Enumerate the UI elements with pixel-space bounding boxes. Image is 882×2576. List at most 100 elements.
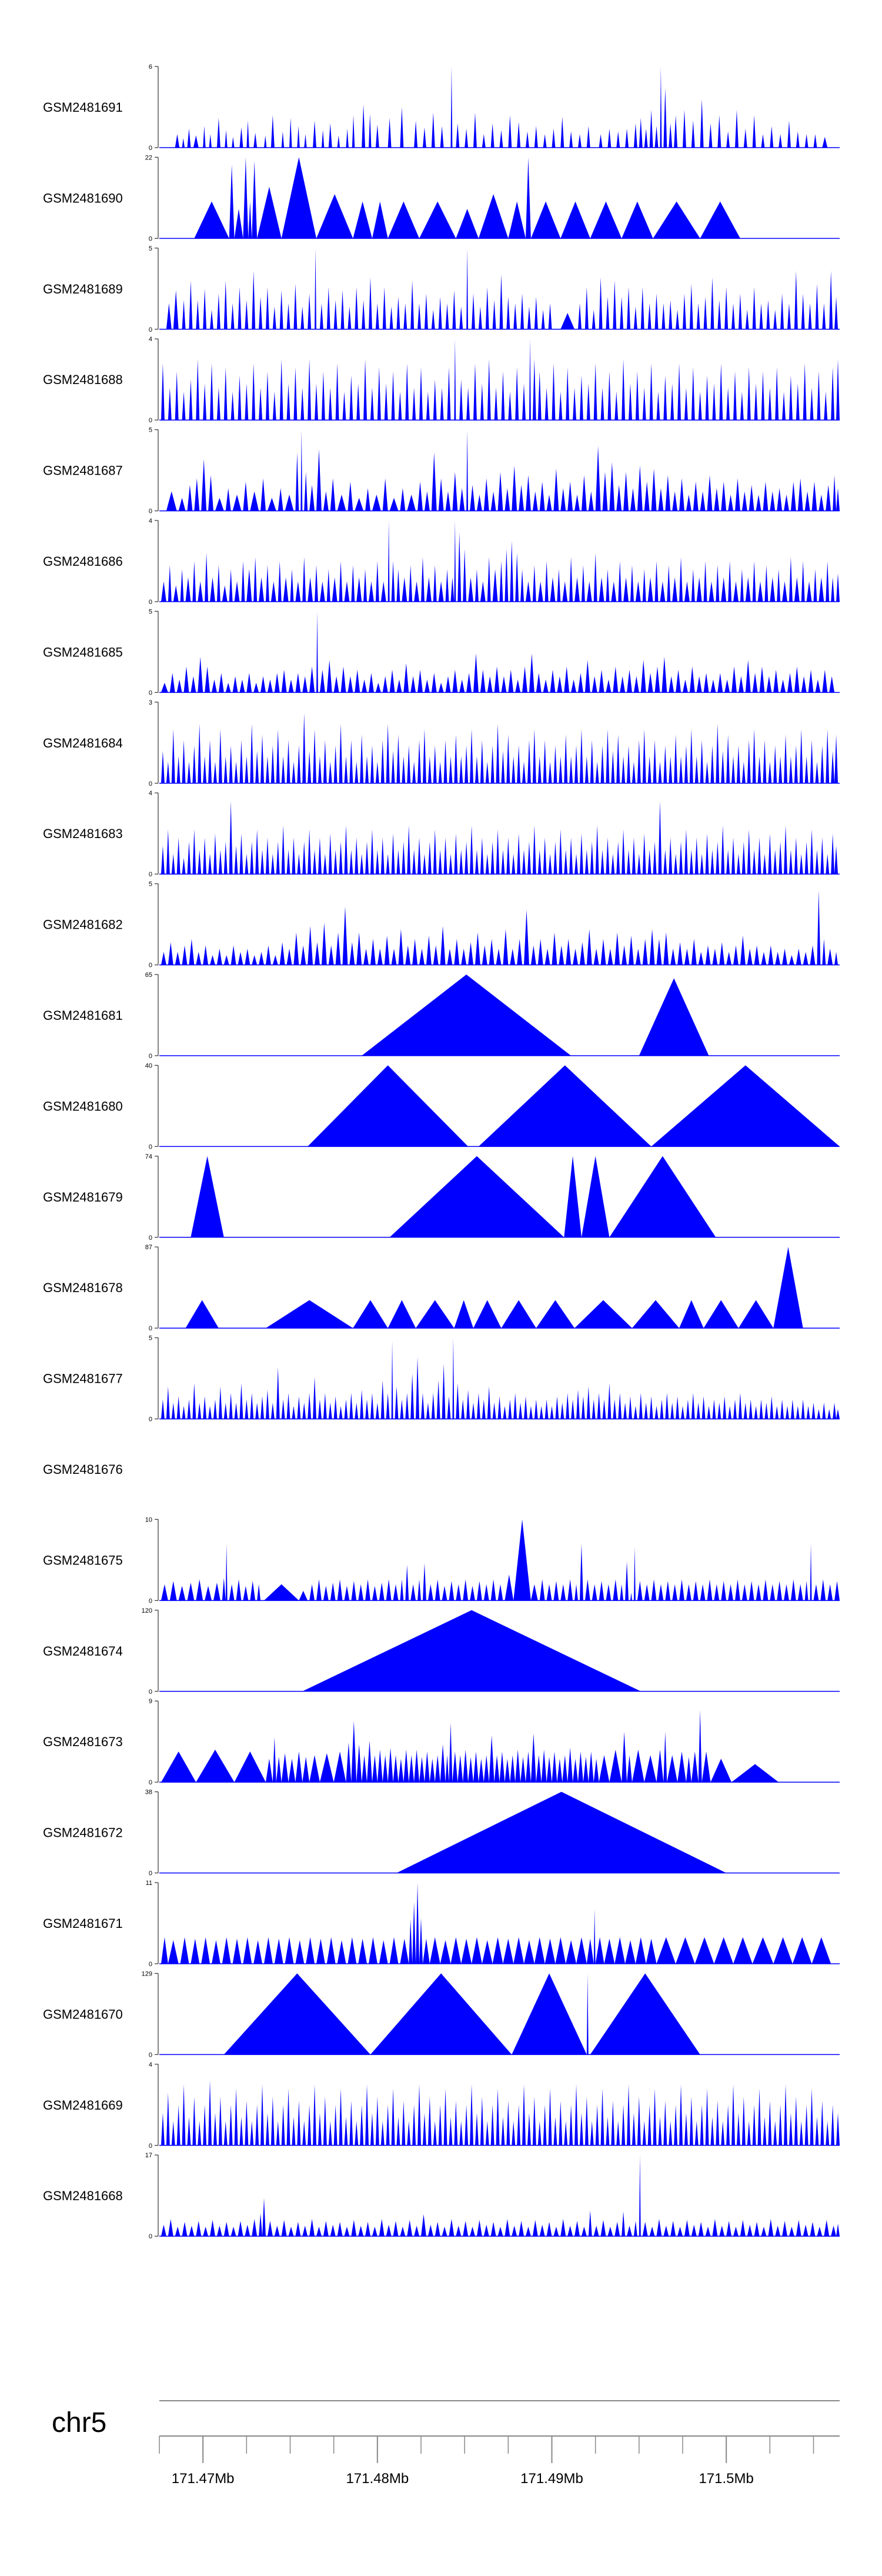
coverage-peak	[431, 112, 435, 148]
coverage-peak	[232, 1938, 242, 1964]
coverage-peak	[592, 309, 596, 329]
coverage-peak	[741, 2097, 746, 2145]
coverage-peak	[660, 66, 662, 148]
coverage-peak	[476, 1393, 480, 1419]
coverage-peak	[616, 485, 622, 511]
coverage-peak	[609, 1750, 622, 1783]
coverage-peak	[836, 1409, 840, 1419]
coverage-peak	[422, 127, 426, 148]
coverage-peak	[387, 1747, 393, 1783]
coverage-peak	[513, 1519, 531, 1601]
coverage-peak	[436, 1380, 440, 1419]
coverage-peak	[358, 1938, 368, 1964]
coverage-peak	[733, 1937, 753, 1964]
coverage-peak	[478, 194, 509, 239]
coverage-peak	[363, 359, 368, 421]
coverage-peak	[182, 138, 185, 148]
coverage-peak	[574, 1584, 578, 1601]
coverage-peak	[712, 949, 718, 965]
coverage-peak	[161, 952, 166, 965]
coverage-peak	[747, 740, 751, 783]
coverage-peak	[822, 136, 828, 148]
coverage-peak	[530, 201, 561, 239]
coverage-peak	[637, 853, 641, 875]
coverage-peak	[604, 1938, 615, 1964]
coverage-peak	[569, 837, 573, 875]
coverage-peak	[693, 1581, 699, 1601]
coverage-peak	[445, 569, 449, 602]
coverage-peak	[836, 359, 840, 421]
coverage-peak	[775, 952, 781, 965]
coverage-peak	[733, 2226, 739, 2237]
coverage-peak	[564, 849, 568, 875]
coverage-peak	[191, 676, 196, 693]
coverage-peak	[403, 663, 409, 693]
coverage-peak	[449, 756, 453, 783]
coverage-peak	[836, 488, 840, 511]
coverage-peak	[281, 825, 285, 875]
coverage-peak	[653, 2088, 657, 2145]
coverage-peak	[173, 585, 179, 602]
coverage-peak	[375, 682, 381, 693]
coverage-peak	[223, 756, 228, 783]
coverage-peak	[356, 577, 362, 602]
coverage-peak	[292, 762, 296, 783]
coverage-peak	[447, 1396, 451, 1419]
coverage-peak	[489, 939, 495, 965]
coverage-peak	[482, 945, 487, 965]
coverage-peak	[187, 842, 191, 875]
coverage-peak	[579, 833, 583, 875]
coverage-peak	[764, 1403, 769, 1419]
coverage-peak	[530, 1733, 536, 1783]
coverage-peak	[421, 557, 425, 602]
coverage-peak	[548, 762, 552, 783]
coverage-peak	[278, 488, 283, 511]
coverage-peak	[253, 557, 258, 602]
coverage-peak	[308, 1065, 469, 1147]
coverage-peak	[243, 1937, 252, 1964]
track-label: GSM2481683	[43, 826, 123, 841]
coverage-peak	[426, 935, 432, 965]
coverage-peak	[726, 735, 730, 783]
coverage-peak	[620, 296, 624, 329]
coverage-peak	[490, 842, 495, 875]
coverage-peak	[559, 391, 563, 421]
coverage-peak	[466, 429, 469, 511]
coverage-peak	[676, 309, 680, 329]
coverage-peak	[196, 952, 202, 965]
coverage-peak	[826, 729, 830, 783]
coverage-peak	[358, 2225, 364, 2237]
coverage-peak	[627, 287, 630, 329]
coverage-peak	[290, 569, 294, 602]
coverage-peak	[667, 565, 671, 602]
coverage-peak	[422, 2113, 426, 2145]
coverage-peak	[546, 2221, 552, 2237]
coverage-peak	[663, 849, 667, 875]
coverage-peak	[171, 2121, 175, 2145]
coverage-peak	[189, 939, 195, 965]
coverage-peak	[212, 1940, 220, 1964]
coverage-peak	[274, 1938, 283, 1964]
coverage-peak	[614, 932, 620, 965]
coverage-peak	[198, 656, 203, 693]
coverage-peak	[578, 303, 582, 329]
coverage-peak	[548, 303, 552, 329]
coverage-peak	[560, 313, 575, 329]
coverage-peak	[323, 1586, 329, 1601]
coverage-peak	[649, 929, 655, 965]
coverage-peak	[293, 932, 299, 965]
coverage-peak	[627, 745, 630, 783]
coverage-peak	[546, 1584, 552, 1601]
coverage-peak	[633, 1547, 636, 1601]
coverage-peak	[616, 2121, 620, 2145]
coverage-peak	[422, 1938, 430, 1964]
coverage-peak	[369, 1937, 377, 1964]
coverage-peak	[578, 1751, 583, 1783]
coverage-peak	[611, 853, 615, 875]
coverage-peak	[548, 2088, 552, 2145]
coverage-peak	[487, 557, 491, 602]
coverage-peak	[447, 949, 453, 965]
